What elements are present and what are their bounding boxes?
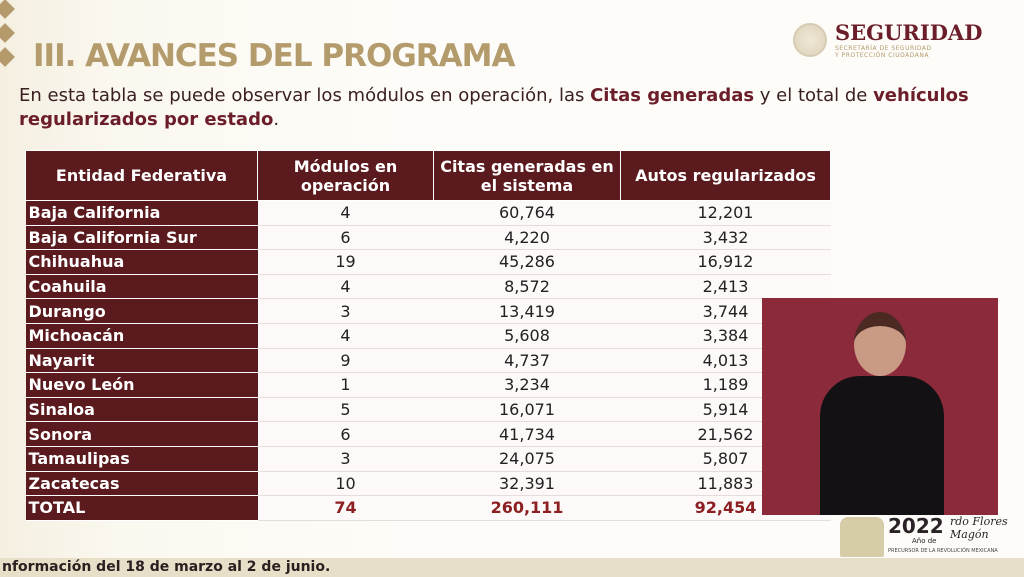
value-cell: 8,572 (433, 274, 621, 300)
value-cell: 24,075 (433, 446, 621, 472)
value-cell: 13,419 (433, 298, 621, 324)
decor-diamond (0, 47, 15, 67)
table-row: Coahuila 4 8,572 2,413 (25, 274, 831, 300)
sign-language-interpreter-video (762, 298, 998, 515)
state-cell: Baja California (25, 200, 258, 226)
col-header: Autos regularizados (620, 150, 831, 201)
state-cell: Durango (25, 298, 258, 324)
data-table: Entidad Federativa Módulos en operación … (25, 150, 831, 521)
value-cell: 10 (257, 471, 434, 497)
value-cell: 5 (257, 397, 434, 423)
intro-text: En esta tabla se puede observar los módu… (19, 85, 969, 130)
value-cell: 9 (257, 348, 434, 374)
value-cell: 3 (257, 298, 434, 324)
value-cell: 74 (257, 495, 434, 521)
badge-subtitle: PRECURSOR DE LA REVOLUCIÓN MEXICANA (888, 548, 998, 554)
value-cell: 3 (257, 446, 434, 472)
value-cell: 3,234 (433, 372, 621, 398)
state-cell: Sonora (25, 421, 258, 447)
state-cell: Baja California Sur (25, 225, 258, 251)
value-cell: 4 (257, 323, 434, 349)
table-row: Michoacán 4 5,608 3,384 (25, 323, 831, 349)
col-header: Módulos en operación (257, 150, 434, 201)
value-cell: 1 (257, 372, 434, 398)
value-cell: 2,413 (620, 274, 831, 300)
value-cell: 4 (257, 200, 434, 226)
table-row: Nayarit 9 4,737 4,013 (25, 348, 831, 374)
state-cell: Sinaloa (25, 397, 258, 423)
table-row: Sonora 6 41,734 21,562 (25, 421, 831, 447)
value-cell: 19 (257, 249, 434, 275)
decor-diamond (0, 23, 15, 43)
value-cell: 41,734 (433, 421, 621, 447)
logo-subtitle: SECRETARÍA DE SEGURIDAD (835, 45, 932, 52)
table-row: Nuevo León 1 3,234 1,189 (25, 372, 831, 398)
seguridad-logo: SEGURIDAD SECRETARÍA DE SEGURIDAD Y PROTE… (793, 20, 982, 59)
value-cell: 6 (257, 225, 434, 251)
state-cell: Nuevo León (25, 372, 258, 398)
badge-year: 2022 (888, 514, 944, 538)
table-row: Chihuahua 19 45,286 16,912 (25, 249, 831, 275)
table-row: Baja California 4 60,764 12,201 (25, 200, 831, 226)
table-row: TOTAL 74 260,111 92,454 (25, 495, 831, 521)
logo-subtitle: Y PROTECCIÓN CIUDADANA (835, 52, 929, 59)
state-cell: Chihuahua (25, 249, 258, 275)
value-cell: 16,912 (620, 249, 831, 275)
value-cell: 3,432 (620, 225, 831, 251)
value-cell: 12,201 (620, 200, 831, 226)
footer-caption: nformación del 18 de marzo al 2 de junio… (0, 558, 1024, 577)
table-row: Durango 3 13,419 3,744 (25, 298, 831, 324)
value-cell: 4,737 (433, 348, 621, 374)
value-cell: 45,286 (433, 249, 621, 275)
state-cell: TOTAL (25, 495, 258, 521)
decor-diamond (0, 0, 15, 19)
badge-name: rdo Flores Magón (950, 515, 1008, 541)
badge-of: Año de (912, 537, 937, 545)
value-cell: 60,764 (433, 200, 621, 226)
state-cell: Nayarit (25, 348, 258, 374)
value-cell: 32,391 (433, 471, 621, 497)
page-title: III. AVANCES DEL PROGRAMA (33, 38, 515, 74)
value-cell: 6 (257, 421, 434, 447)
state-cell: Coahuila (25, 274, 258, 300)
col-header: Entidad Federativa (25, 150, 258, 201)
value-cell: 16,071 (433, 397, 621, 423)
table-row: Zacatecas 10 32,391 11,883 (25, 471, 831, 497)
state-cell: Michoacán (25, 323, 258, 349)
value-cell: 4,220 (433, 225, 621, 251)
value-cell: 260,111 (433, 495, 621, 521)
seal-icon (793, 22, 827, 57)
interpreter-figure (820, 376, 944, 515)
table-row: Baja California Sur 6 4,220 3,432 (25, 225, 831, 251)
state-cell: Tamaulipas (25, 446, 258, 472)
table-row: Sinaloa 5 16,071 5,914 (25, 397, 831, 423)
state-cell: Zacatecas (25, 471, 258, 497)
value-cell: 4 (257, 274, 434, 300)
interpreter-head (854, 312, 906, 376)
col-header: Citas generadas en el sistema (433, 150, 621, 201)
table-row: Tamaulipas 3 24,075 5,807 (25, 446, 831, 472)
year-badge: 2022 Año de rdo Flores Magón PRECURSOR DE… (840, 514, 1024, 558)
portrait-illustration (840, 517, 884, 557)
value-cell: 5,608 (433, 323, 621, 349)
